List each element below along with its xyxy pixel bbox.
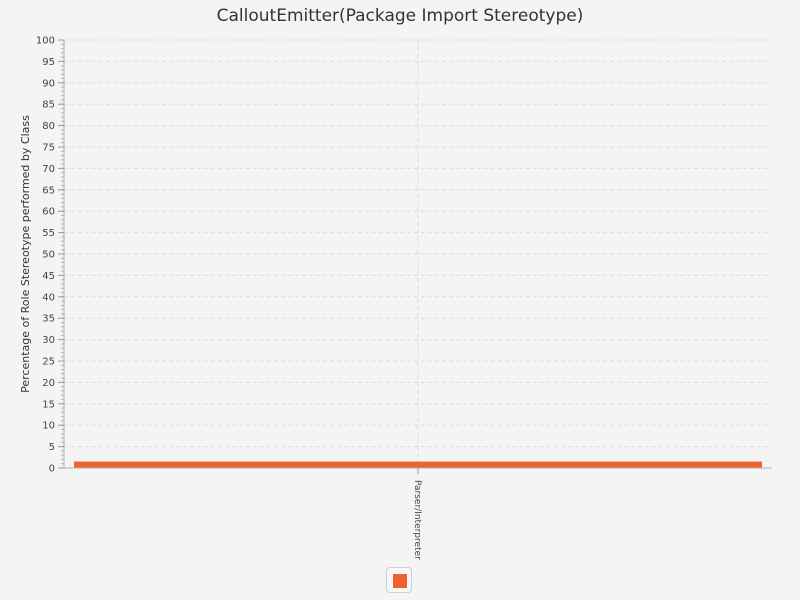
y-tick-label: 55: [42, 228, 55, 239]
y-tick-label: 5: [49, 442, 55, 453]
y-tick-label: 75: [42, 143, 55, 154]
y-tick-label: 30: [42, 335, 55, 346]
y-tick-label: 50: [42, 250, 55, 261]
y-tick-label: 60: [42, 207, 55, 218]
chart-title: CalloutEmitter(Package Import Stereotype…: [216, 6, 584, 26]
y-tick-label: 35: [42, 314, 55, 325]
y-tick-label: 25: [42, 357, 55, 368]
y-tick-label: 85: [42, 100, 55, 111]
y-tick-label: 20: [42, 378, 55, 389]
y-tick-label: 0: [49, 464, 55, 475]
y-tick-label: 100: [36, 36, 55, 47]
legend[interactable]: [386, 567, 412, 593]
x-axis: Parser/Interpreter: [64, 467, 772, 560]
x-tick-label: Parser/Interpreter: [412, 480, 422, 560]
y-axis: 0 5 10 15 20 25 30 35 40 45 50 55 60 65 70 75 80 85 90 95 10…: [36, 36, 65, 475]
y-tick-label: 10: [42, 421, 55, 432]
y-tick-label: 40: [42, 292, 55, 303]
y-tick-label: 65: [42, 185, 55, 196]
y-axis-label: Percentage of Role Stereotype performed …: [19, 115, 32, 393]
y-tick-label: 70: [42, 164, 55, 175]
y-tick-label: 80: [42, 121, 55, 132]
y-tick-label: 90: [42, 78, 55, 89]
y-tick-label: 95: [42, 57, 55, 68]
bars: [74, 461, 762, 468]
y-tick-label: 45: [42, 271, 55, 282]
legend-swatch-icon: [393, 574, 407, 588]
bar[interactable]: [74, 461, 762, 468]
grid-lines: [64, 39, 772, 468]
y-tick-label: 15: [42, 399, 55, 410]
